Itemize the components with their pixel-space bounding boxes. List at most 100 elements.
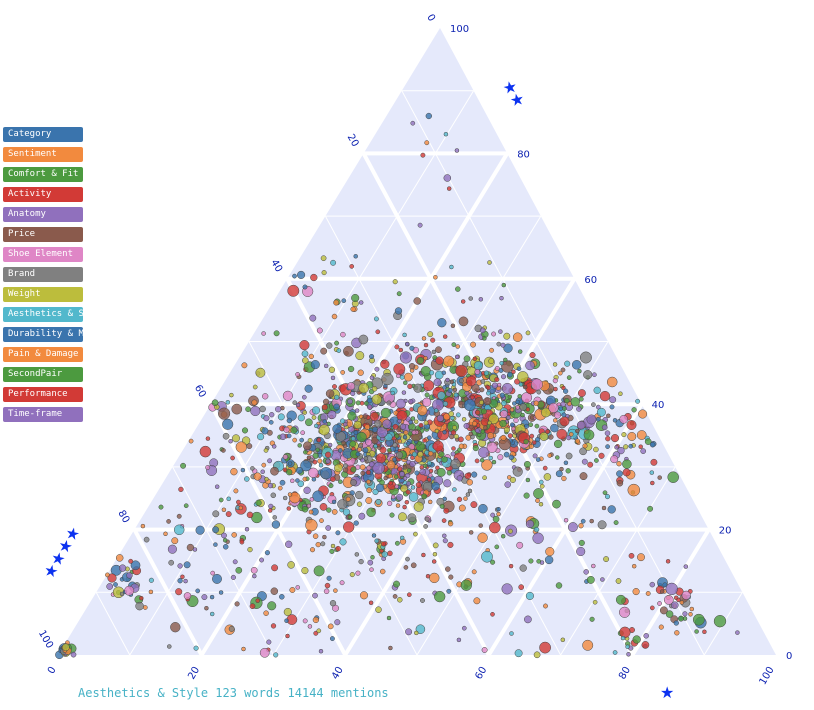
legend-item-category[interactable]: Category (3, 127, 83, 142)
data-point (557, 370, 563, 376)
data-point (576, 420, 586, 430)
data-point (301, 505, 309, 513)
data-point (543, 473, 552, 481)
grid-line (416, 341, 609, 656)
data-point (501, 282, 507, 288)
data-point (358, 382, 369, 394)
data-point (560, 367, 566, 373)
data-point (681, 590, 691, 600)
data-point (312, 616, 320, 624)
data-point (638, 409, 648, 419)
data-point (115, 554, 124, 562)
legend-item-anatomy[interactable]: Anatomy (3, 207, 83, 222)
data-point (383, 475, 388, 481)
data-point (589, 518, 594, 524)
data-point (550, 423, 559, 433)
data-point (312, 533, 319, 539)
data-point (257, 433, 265, 441)
data-point (398, 512, 407, 522)
legend-item-sentiment[interactable]: Sentiment (3, 147, 83, 162)
data-point (480, 429, 485, 434)
legend-item-comfort-fit[interactable]: Comfort & Fit (3, 167, 83, 182)
legend-item-durability-ma[interactable]: Durability & Ma (3, 327, 83, 342)
data-point (282, 390, 293, 401)
data-point (347, 411, 357, 421)
data-point (499, 419, 507, 428)
data-point (375, 453, 387, 464)
data-point (674, 630, 680, 636)
data-point (579, 447, 587, 456)
data-point (260, 469, 265, 474)
data-point (478, 523, 483, 528)
data-point (356, 501, 363, 507)
legend-item-pain-damage[interactable]: Pain & Damage (3, 347, 83, 362)
legend-item-weight[interactable]: Weight (3, 287, 83, 302)
data-point (406, 592, 412, 598)
data-point (491, 331, 497, 337)
data-point (413, 297, 421, 305)
legend-item-price[interactable]: Price (3, 227, 83, 242)
data-point (435, 465, 440, 471)
data-point (105, 572, 110, 578)
legend-item-activity[interactable]: Activity (3, 187, 83, 202)
legend-item-shoe-element[interactable]: Shoe Element (3, 247, 83, 262)
legend-item-aesthetics-st[interactable]: Aesthetics & St (3, 307, 83, 322)
data-point (139, 595, 144, 601)
data-point (301, 350, 309, 358)
data-point (659, 589, 665, 594)
data-point (235, 566, 243, 574)
data-point (443, 131, 449, 137)
data-point (324, 451, 332, 458)
data-point (506, 398, 511, 404)
legend-item-time-frame[interactable]: Time-frame (3, 407, 83, 422)
tick-label-b: 60 (192, 383, 208, 400)
data-point (455, 344, 460, 349)
data-point (595, 416, 601, 422)
tick-label-b: 20 (345, 132, 361, 149)
data-point (371, 533, 377, 538)
tick-label-c: 80 (617, 665, 633, 682)
data-point (448, 574, 454, 580)
data-point (434, 428, 440, 434)
tick-label-c: 20 (186, 665, 202, 682)
data-point (448, 411, 455, 417)
data-point (430, 337, 436, 343)
legend-item-brand[interactable]: Brand (3, 267, 83, 282)
data-point (295, 372, 300, 377)
data-point (463, 355, 471, 363)
legend-item-performance[interactable]: Performance (3, 387, 83, 402)
data-point (316, 437, 322, 443)
data-point (480, 408, 487, 415)
legend-item-secondpair[interactable]: SecondPair (3, 367, 83, 382)
data-point (514, 649, 523, 658)
data-point (649, 605, 655, 611)
data-point (478, 446, 490, 458)
data-point (563, 460, 569, 466)
tick-label-c: 60 (474, 665, 490, 682)
data-point (355, 570, 361, 576)
data-point (61, 643, 70, 652)
data-point (421, 336, 427, 341)
data-point (649, 441, 656, 448)
data-point (503, 332, 511, 340)
data-point (380, 359, 390, 369)
data-point (522, 384, 528, 390)
data-point (393, 363, 406, 376)
data-point (402, 464, 408, 470)
data-point (562, 388, 569, 394)
data-point (420, 598, 425, 603)
data-point (230, 574, 236, 580)
data-point (287, 461, 293, 466)
legend: Category Sentiment Comfort & Fit Activity An… (3, 127, 83, 427)
data-point (619, 626, 631, 638)
data-point (235, 441, 247, 453)
tick-label-a: 60 (584, 275, 597, 286)
data-point (359, 464, 366, 471)
data-point (580, 518, 586, 524)
data-point (327, 410, 337, 420)
data-point (471, 384, 480, 393)
grid-line (560, 466, 676, 656)
data-points (55, 112, 740, 660)
data-point (553, 386, 558, 392)
data-point (671, 601, 679, 609)
